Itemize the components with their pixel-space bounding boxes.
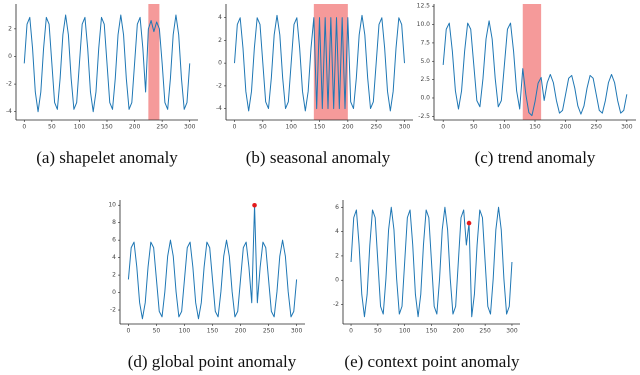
caption: (e) context point anomaly <box>344 352 520 371</box>
x-tick-label: 300 <box>399 124 411 131</box>
x-tick-label: 0 <box>126 328 130 335</box>
series-line <box>23 14 191 113</box>
x-tick-label: 200 <box>129 124 141 131</box>
x-tick-label: 150 <box>207 328 219 335</box>
y-tick-label: 2 <box>335 252 339 259</box>
x-tick-label: 100 <box>179 328 191 335</box>
x-tick-label: 0 <box>441 124 445 131</box>
anomaly-point <box>252 202 257 208</box>
y-tick-label: 2.5 <box>420 76 430 83</box>
y-tick-label: 6 <box>335 204 339 211</box>
y-tick-label: 12.5 <box>417 3 431 10</box>
x-tick-label: 50 <box>470 124 478 131</box>
y-tick-label: -2 <box>6 81 12 88</box>
x-tick-label: 200 <box>560 124 572 131</box>
series-line <box>234 14 405 112</box>
x-tick-label: 150 <box>529 124 541 131</box>
y-tick-label: -2.5 <box>418 113 430 120</box>
caption: (d) global point anomaly <box>128 352 297 371</box>
y-tick-label: -2 <box>216 82 222 89</box>
caption: (c) trend anomaly <box>475 148 596 167</box>
y-tick-label: 0 <box>112 289 116 296</box>
x-tick-label: 100 <box>74 124 86 131</box>
x-tick-label: 150 <box>101 124 113 131</box>
x-tick-label: 250 <box>590 124 602 131</box>
y-tick-label: 10 <box>108 202 116 209</box>
x-tick-label: 100 <box>285 124 297 131</box>
y-tick-label: 10.0 <box>417 21 431 28</box>
series-line <box>350 206 513 318</box>
x-tick-label: 200 <box>342 124 354 131</box>
series-line <box>442 20 628 117</box>
x-tick-label: 0 <box>233 124 237 131</box>
y-tick-label: 8 <box>112 219 116 226</box>
x-tick-label: 300 <box>291 328 303 335</box>
x-tick-label: 250 <box>156 124 168 131</box>
x-tick-label: 0 <box>22 124 26 131</box>
x-tick-label: 250 <box>370 124 382 131</box>
y-tick-label: 0 <box>218 60 222 67</box>
anomaly-span <box>522 4 542 120</box>
y-tick-label: -4 <box>6 108 12 115</box>
x-tick-label: 300 <box>184 124 196 131</box>
x-tick-label: 50 <box>48 124 56 131</box>
y-tick-label: 0.0 <box>420 94 430 101</box>
y-tick-label: -2 <box>110 307 116 314</box>
x-tick-label: 150 <box>426 328 438 335</box>
subplot: 0 50 100 150 200 250 300 -4 -2 0 2 (a) shapelet ano… <box>6 4 198 167</box>
y-tick-label: 4 <box>112 254 116 261</box>
y-tick-label: -4 <box>216 105 222 112</box>
x-tick-label: 100 <box>399 328 411 335</box>
x-tick-label: 0 <box>349 328 353 335</box>
x-tick-label: 200 <box>453 328 465 335</box>
y-tick-label: -2 <box>333 301 339 308</box>
y-tick-label: 5.0 <box>420 58 430 65</box>
y-tick-label: 7.5 <box>420 39 430 46</box>
caption: (a) shapelet anomaly <box>36 148 178 167</box>
y-tick-label: 0 <box>8 53 12 60</box>
x-tick-label: 250 <box>479 328 491 335</box>
x-tick-label: 150 <box>314 124 326 131</box>
x-tick-label: 250 <box>263 328 275 335</box>
anomaly-point <box>466 220 472 226</box>
subplot: 0 50 100 150 200 250 300 -2 0 2 4 6 8 10 (d) global po… <box>108 200 305 371</box>
anomaly-span <box>148 4 160 120</box>
x-tick-label: 300 <box>621 124 633 131</box>
x-tick-label: 50 <box>259 124 267 131</box>
y-tick-label: 0 <box>335 277 339 284</box>
y-tick-label: 2 <box>218 37 222 44</box>
x-tick-label: 300 <box>506 328 518 335</box>
y-tick-label: 2 <box>8 25 12 32</box>
subplot: 0 50 100 150 200 250 300 -2.5 0.0 2.5 5.0 7.5 10.0 12… <box>417 3 636 167</box>
x-tick-label: 100 <box>499 124 511 131</box>
x-tick-label: 50 <box>374 328 382 335</box>
y-tick-label: 4 <box>218 14 222 21</box>
x-tick-label: 200 <box>235 328 247 335</box>
y-tick-label: 2 <box>112 272 116 279</box>
y-tick-label: 6 <box>112 237 116 244</box>
subplot: 0 50 100 150 200 250 300 -4 -2 0 2 4 (b) seasonal an… <box>216 4 413 167</box>
x-tick-label: 50 <box>153 328 161 335</box>
caption: (b) seasonal anomaly <box>246 148 391 167</box>
subplot: 0 50 100 150 200 250 300 -2 0 2 4 6 (e) context poin… <box>333 200 520 371</box>
y-tick-label: 4 <box>335 228 339 235</box>
series-line <box>127 204 298 320</box>
